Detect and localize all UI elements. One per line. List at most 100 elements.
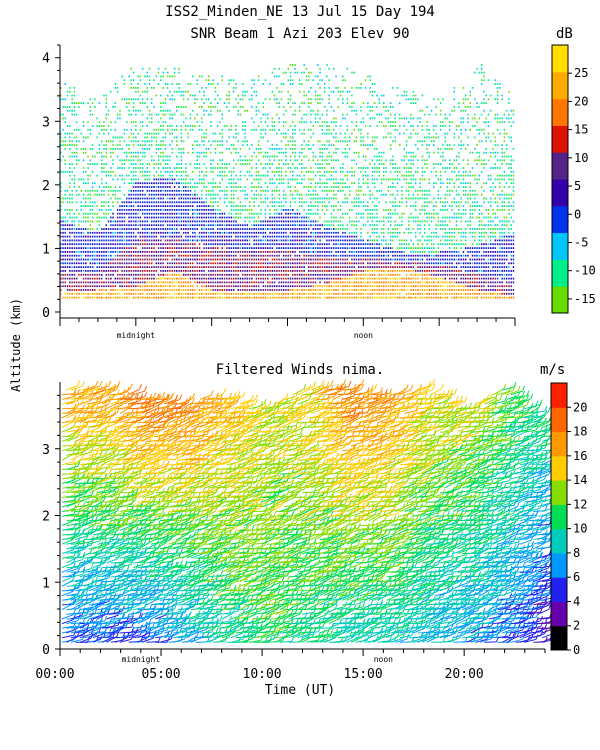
snr-cell (164, 277, 167, 280)
snr-cell (333, 209, 335, 211)
snr-cell (80, 228, 82, 230)
snr-cell (198, 216, 201, 219)
snr-cell (276, 201, 278, 204)
snr-cell (230, 231, 233, 234)
snr-cell (146, 189, 148, 192)
snr-cell (141, 193, 144, 196)
snr-cell (205, 235, 208, 238)
snr-cell (94, 163, 96, 165)
snr-cell (276, 231, 278, 234)
snr-cell (294, 251, 296, 253)
snr-cell (312, 281, 314, 284)
snr-cell (160, 216, 162, 219)
snr-cell (155, 163, 158, 165)
snr-cell (89, 266, 92, 268)
snr-cell (187, 182, 189, 185)
snr-cell (192, 205, 194, 207)
snr-cell (94, 262, 96, 265)
snr-cell (232, 258, 235, 261)
snr-cell (162, 186, 164, 188)
snr-cell (71, 209, 73, 211)
snr-cell (242, 224, 244, 227)
snr-cell (289, 296, 292, 299)
snr-cell (98, 262, 101, 265)
snr-cell (87, 155, 89, 158)
snr-cell (198, 258, 201, 261)
snr-cell (303, 262, 305, 265)
snr-cell (273, 128, 276, 131)
snr-cell (255, 155, 258, 158)
snr-cell (69, 182, 71, 185)
snr-cell (221, 132, 223, 135)
snr-cell (78, 254, 80, 257)
snr-cell (205, 266, 208, 268)
snr-cell (260, 258, 262, 261)
snr-cell (353, 71, 355, 74)
snr-cell (123, 132, 126, 135)
snr-cell (342, 178, 344, 181)
snr-cell (319, 231, 321, 234)
snr-cell (257, 281, 260, 284)
snr-cell (205, 224, 208, 227)
snr-cell (317, 64, 319, 66)
snr-cell (162, 109, 164, 112)
snr-cell (262, 243, 264, 246)
snr-cell (155, 289, 158, 291)
snr-cell (180, 193, 183, 196)
snr-cell (294, 239, 296, 242)
snr-cell (308, 79, 310, 82)
snr-cell (128, 209, 130, 211)
snr-cell (166, 231, 169, 234)
snr-cell (64, 251, 66, 253)
snr-cell (342, 79, 344, 82)
snr-cell (198, 231, 201, 234)
snr-cell (73, 258, 76, 261)
snr-cell (262, 167, 264, 169)
snr-cell (246, 266, 248, 268)
snr-cell (126, 159, 128, 162)
snr-cell (278, 289, 280, 291)
snr-cell (82, 170, 85, 173)
snr-cell (228, 243, 230, 246)
snr-cell (292, 266, 294, 268)
snr-cell (87, 174, 89, 177)
snr-cell (98, 270, 101, 272)
snr-cell (114, 266, 117, 268)
snr-cell (353, 151, 355, 154)
snr-cell (285, 247, 287, 249)
snr-cell (228, 102, 230, 104)
snr-cell (323, 186, 326, 188)
snr-cell (73, 289, 76, 291)
snr-cell (344, 140, 346, 143)
snr-cell (351, 247, 353, 249)
snr-cell (246, 163, 248, 165)
snr-cell (328, 155, 330, 158)
snr-cell (123, 254, 126, 257)
title-line-1: ISS2_Minden_NE 13 Jul 15 Day 194 (165, 4, 435, 20)
snr-cell (201, 289, 203, 291)
snr-cell (242, 144, 244, 146)
snr-cell (278, 167, 280, 169)
snr-cell (89, 98, 92, 101)
snr-cell (348, 231, 351, 234)
snr-cell (135, 289, 137, 291)
snr-cell (337, 258, 339, 261)
snr-cell (248, 254, 251, 257)
snr-cell (182, 216, 185, 219)
snr-cell (251, 209, 253, 211)
snr-cell (351, 289, 353, 291)
snr-cell (196, 193, 198, 196)
snr-cell (91, 235, 94, 238)
snr-cell (176, 289, 178, 291)
snr-cell (269, 251, 271, 253)
snr-cell (105, 228, 107, 230)
snr-cell (319, 71, 321, 74)
snr-cell (196, 239, 198, 242)
snr-cell (294, 67, 296, 70)
snr-cell (135, 140, 137, 143)
snr-cell (192, 144, 194, 146)
snr-cell (276, 167, 278, 169)
snr-cell (85, 243, 87, 246)
snr-cell (194, 224, 196, 227)
snr-cell (180, 224, 183, 227)
